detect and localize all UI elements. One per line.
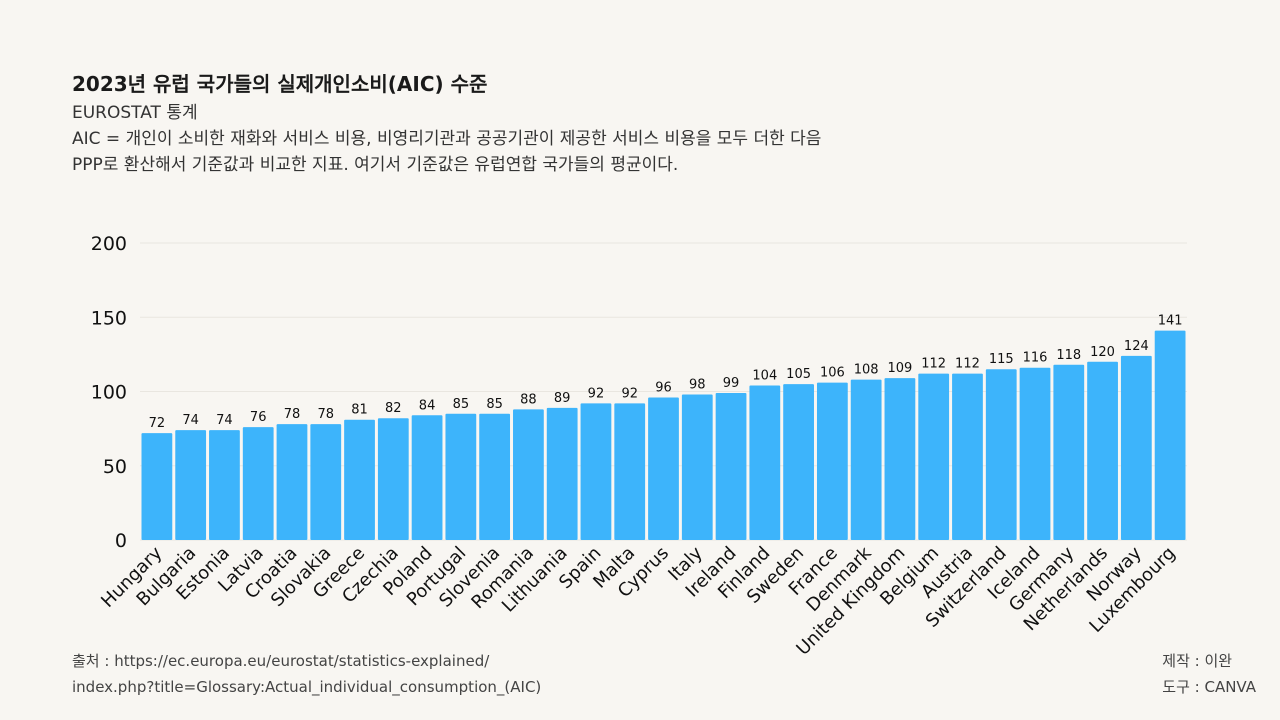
bar <box>850 379 882 540</box>
bar <box>344 419 375 540</box>
bar-value-label: 89 <box>554 391 571 406</box>
bar-value-label: 88 <box>520 392 537 407</box>
bar-value-label: 72 <box>149 416 166 431</box>
bar <box>614 403 646 540</box>
bar-value-label: 78 <box>284 407 301 422</box>
bar-value-label: 116 <box>1023 351 1048 366</box>
bar-value-label: 115 <box>989 352 1014 367</box>
bar <box>648 397 679 540</box>
bar-value-label: 141 <box>1158 314 1183 329</box>
bar-value-label: 105 <box>786 367 811 382</box>
bar-value-label: 74 <box>182 413 199 428</box>
bar-value-label: 99 <box>723 376 740 391</box>
bar <box>1019 367 1051 540</box>
y-tick-label: 0 <box>115 530 127 552</box>
bar <box>175 430 207 540</box>
bar-value-label: 98 <box>689 377 706 392</box>
chart-header: 2023년 유럽 국가들의 실제개인소비(AIC) 수준 EUROSTAT 통계… <box>72 70 1172 178</box>
bar-value-label: 112 <box>921 357 946 372</box>
bar-value-label: 120 <box>1090 345 1115 360</box>
bar-value-label: 82 <box>385 401 402 416</box>
bar <box>884 378 916 540</box>
bar <box>1053 364 1085 540</box>
bar <box>513 409 544 540</box>
bar <box>209 430 240 540</box>
bar <box>715 392 747 540</box>
bar <box>1120 355 1152 540</box>
bar <box>276 424 308 540</box>
bar <box>783 384 814 540</box>
bar <box>242 427 274 540</box>
chart-subtitle: EUROSTAT 통계 <box>72 103 198 123</box>
bar-value-label: 92 <box>588 386 605 401</box>
maker-credit: 제작 : 이완 <box>1162 652 1233 670</box>
bar <box>377 418 409 540</box>
bar <box>918 373 950 540</box>
y-tick-label: 50 <box>103 456 127 478</box>
bar <box>749 385 781 540</box>
bar <box>445 413 477 540</box>
bar <box>310 424 342 540</box>
bar <box>580 403 612 540</box>
chart-title: 2023년 유럽 국가들의 실제개인소비(AIC) 수준 <box>72 72 488 96</box>
bar-value-label: 106 <box>820 366 845 381</box>
bar-value-label: 76 <box>250 410 267 425</box>
bar-value-label: 85 <box>453 397 470 412</box>
bar <box>479 413 511 540</box>
bar <box>816 382 848 540</box>
y-tick-label: 150 <box>91 307 127 329</box>
bar <box>952 373 983 540</box>
bars <box>141 330 1186 540</box>
bar-value-label: 104 <box>752 369 777 384</box>
bar <box>546 407 578 540</box>
source-line-1: 출처 : https://ec.europa.eu/eurostat/stati… <box>72 652 490 670</box>
category-labels: HungaryBulgariaEstoniaLatviaCroatiaSlova… <box>97 542 1179 659</box>
bar <box>411 415 443 540</box>
description-line-2: PPP로 환산해서 기준값과 비교한 지표. 여기서 기준값은 유럽연합 국가들… <box>72 155 679 175</box>
bar-value-labels: 72 74 74 76 78 78 81 82 84 85 85 88 89 92 92 96 98 99 104 1… <box>149 314 1183 431</box>
bar-value-label: 112 <box>955 357 980 372</box>
bar <box>1087 361 1118 540</box>
bar-value-label: 74 <box>216 413 233 428</box>
bar-value-label: 81 <box>351 403 368 418</box>
y-axis-ticks: 0 50 100 150 200 <box>91 233 127 552</box>
tool-credit: 도구 : CANVA <box>1162 678 1256 696</box>
bar-value-label: 124 <box>1124 339 1149 354</box>
y-tick-label: 200 <box>91 233 127 255</box>
bar-value-label: 92 <box>621 386 638 401</box>
bar-value-label: 96 <box>655 380 672 395</box>
credits: 제작 : 이완 도구 : CANVA <box>1162 648 1256 700</box>
bar <box>141 433 173 540</box>
y-tick-label: 100 <box>91 382 127 404</box>
bar <box>681 394 713 540</box>
source-line-2: index.php?title=Glossary:Actual_individu… <box>72 678 542 696</box>
bar-value-label: 109 <box>888 361 913 376</box>
bar-value-label: 84 <box>419 398 436 413</box>
bar-value-label: 118 <box>1056 348 1081 363</box>
bar-value-label: 85 <box>486 397 503 412</box>
bar <box>985 369 1017 540</box>
bar <box>1154 330 1186 540</box>
source-note: 출처 : https://ec.europa.eu/eurostat/stati… <box>72 648 541 700</box>
description-line-1: AIC = 개인이 소비한 재화와 서비스 비용, 비영리기관과 공공기관이 제… <box>72 129 822 149</box>
bar-value-label: 78 <box>317 407 334 422</box>
bar-value-label: 108 <box>854 363 879 378</box>
